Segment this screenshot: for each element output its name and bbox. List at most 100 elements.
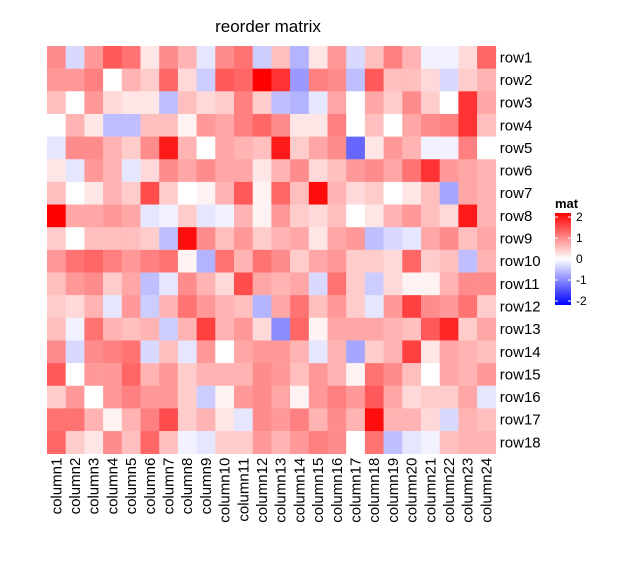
heatmap-cell (458, 113, 478, 137)
heatmap-cell (159, 159, 179, 183)
heatmap-cell (383, 227, 403, 251)
heatmap-cell (121, 91, 141, 115)
heatmap-cell (252, 68, 272, 92)
heatmap-cell (65, 385, 85, 409)
heatmap-cell (346, 46, 366, 69)
heatmap-cell (47, 113, 66, 137)
heatmap-cell (177, 272, 197, 296)
heatmap-cell (121, 295, 141, 319)
heatmap-cell (234, 136, 253, 160)
heatmap-cell (252, 272, 272, 296)
heatmap-cell (383, 385, 403, 409)
heatmap-cell (47, 431, 66, 454)
heatmap-cell (140, 91, 160, 115)
heatmap-cell (346, 385, 366, 409)
heatmap-cell (252, 227, 272, 251)
heatmap-cell (421, 317, 440, 341)
heatmap-cell (234, 272, 253, 296)
heatmap-cell (84, 385, 104, 409)
heatmap-cell (177, 204, 197, 228)
row-label: row14 (500, 344, 541, 361)
heatmap-cell (458, 340, 478, 364)
heatmap-cell (364, 227, 384, 251)
row-label: row5 (500, 140, 533, 157)
heatmap-cell (439, 317, 459, 341)
heatmap-cell (383, 363, 403, 387)
heatmap-cell (234, 363, 253, 387)
heatmap-cell (383, 181, 403, 205)
heatmap-cell (439, 136, 459, 160)
row-label: row11 (500, 276, 540, 293)
heatmap-cell (477, 227, 497, 251)
heatmap-cell (421, 68, 440, 92)
heatmap-cell (252, 295, 272, 319)
heatmap-cell (364, 317, 384, 341)
heatmap-cell (234, 408, 253, 432)
heatmap-cell (327, 113, 347, 137)
heatmap-cell (47, 272, 66, 296)
heatmap-cell (65, 317, 85, 341)
heatmap-cell (346, 249, 366, 273)
heatmap-cell (477, 46, 497, 69)
heatmap-cell (65, 227, 85, 251)
heatmap-cell (234, 249, 253, 273)
heatmap-cell (196, 385, 216, 409)
column-label: column16 (329, 458, 346, 523)
heatmap-cell (439, 46, 459, 69)
heatmap-cell (290, 181, 310, 205)
heatmap-cell (65, 91, 85, 115)
heatmap-cell (308, 68, 328, 92)
row-label: row7 (500, 185, 533, 202)
heatmap-cell (477, 317, 497, 341)
heatmap-cell (177, 363, 197, 387)
heatmap-cell (439, 340, 459, 364)
heatmap-cell (402, 204, 422, 228)
heatmap-cell (271, 249, 291, 273)
heatmap-cell (364, 159, 384, 183)
heatmap-cell (159, 181, 179, 205)
heatmap-cell (215, 385, 235, 409)
heatmap-cell (439, 159, 459, 183)
heatmap-cell (364, 385, 384, 409)
heatmap-cell (458, 295, 478, 319)
heatmap-cell (177, 113, 197, 137)
heatmap-cell (271, 385, 291, 409)
heatmap-cell (327, 136, 347, 160)
heatmap-cell (177, 317, 197, 341)
heatmap-cell (383, 204, 403, 228)
heatmap-cell (271, 408, 291, 432)
heatmap-cell (234, 295, 253, 319)
heatmap-cell (252, 317, 272, 341)
heatmap-cell (271, 295, 291, 319)
heatmap-cell (65, 46, 85, 69)
heatmap-cell (346, 159, 366, 183)
column-label: column24 (478, 458, 495, 523)
heatmap-cell (196, 204, 216, 228)
heatmap-cell (271, 46, 291, 69)
heatmap-cell (252, 204, 272, 228)
heatmap-cell (290, 249, 310, 273)
heatmap-cell (327, 91, 347, 115)
heatmap-cell (196, 340, 216, 364)
heatmap-cell (346, 68, 366, 92)
legend-ticks: 2 1 0 -1 -2 (555, 210, 587, 308)
heatmap-cell (252, 113, 272, 137)
heatmap-cell (65, 113, 85, 137)
heatmap-cell (402, 113, 422, 137)
heatmap-cell (477, 113, 497, 137)
column-label: column7 (161, 458, 178, 515)
column-label: column18 (366, 458, 383, 523)
heatmap-cell (421, 363, 440, 387)
heatmap-cell (271, 227, 291, 251)
heatmap-cell (84, 272, 104, 296)
heatmap-cell (196, 272, 216, 296)
heatmap-cell (47, 363, 66, 387)
heatmap-cell (383, 340, 403, 364)
heatmap-cell (290, 227, 310, 251)
heatmap-cell (140, 113, 160, 137)
heatmap-cell (65, 408, 85, 432)
heatmap-cell (308, 227, 328, 251)
legend-tick-label: 1 (576, 231, 583, 245)
heatmap-cell (140, 408, 160, 432)
heatmap-cell (47, 181, 66, 205)
